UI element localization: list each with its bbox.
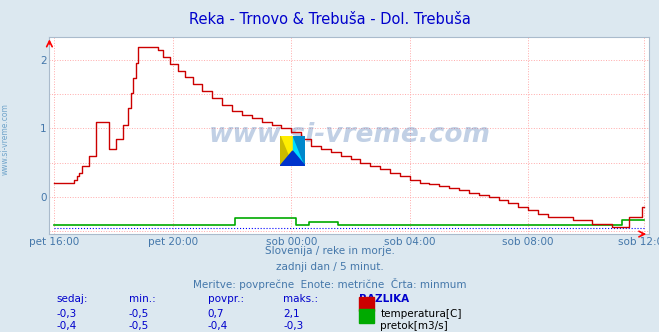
Text: Meritve: povprečne  Enote: metrične  Črta: minmum: Meritve: povprečne Enote: metrične Črta:…: [192, 278, 467, 290]
Text: sedaj:: sedaj:: [56, 294, 88, 304]
Text: -0,3: -0,3: [56, 309, 76, 319]
Text: www.si-vreme.com: www.si-vreme.com: [1, 104, 10, 175]
Text: povpr.:: povpr.:: [208, 294, 244, 304]
Text: zadnji dan / 5 minut.: zadnji dan / 5 minut.: [275, 262, 384, 272]
Text: pretok[m3/s]: pretok[m3/s]: [380, 321, 448, 331]
Text: -0,4: -0,4: [56, 321, 76, 331]
Text: maks.:: maks.:: [283, 294, 318, 304]
Text: 2,1: 2,1: [283, 309, 300, 319]
Text: -0,3: -0,3: [283, 321, 304, 331]
Polygon shape: [280, 151, 305, 166]
Polygon shape: [293, 136, 305, 166]
Bar: [293, 136, 305, 166]
Text: RAZLIKA: RAZLIKA: [359, 294, 409, 304]
Text: temperatura[C]: temperatura[C]: [380, 309, 462, 319]
Polygon shape: [280, 136, 293, 166]
Text: Slovenija / reke in morje.: Slovenija / reke in morje.: [264, 246, 395, 256]
Text: min.:: min.:: [129, 294, 156, 304]
Text: -0,5: -0,5: [129, 321, 149, 331]
Text: Reka - Trnovo & Trebuša - Dol. Trebuša: Reka - Trnovo & Trebuša - Dol. Trebuša: [188, 12, 471, 27]
Text: -0,4: -0,4: [208, 321, 228, 331]
Bar: [280, 136, 293, 166]
Text: -0,5: -0,5: [129, 309, 149, 319]
Text: www.si-vreme.com: www.si-vreme.com: [208, 122, 490, 148]
Text: 0,7: 0,7: [208, 309, 224, 319]
